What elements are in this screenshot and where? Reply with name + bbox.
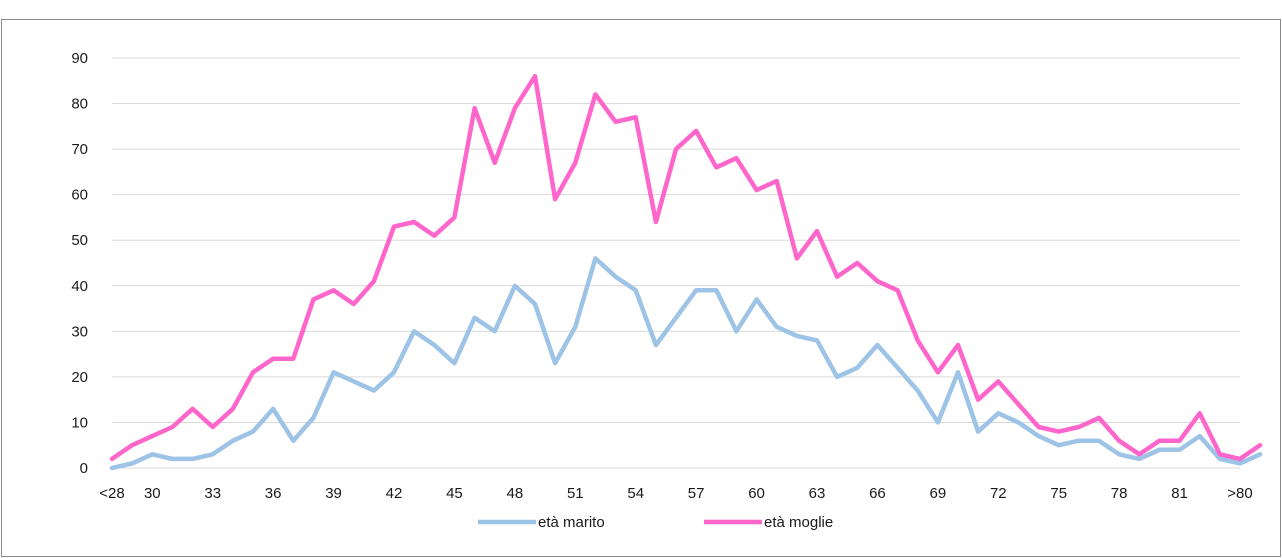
x-axis-labels: <28 30 33 36 39 42 45 48 51 54 57 60 63 66 69 72 75 78 81 >…	[99, 485, 1252, 502]
x-tick-label: 69	[930, 485, 947, 502]
x-tick-label: 42	[386, 485, 403, 502]
y-tick-label: 60	[71, 187, 88, 204]
y-tick-label: 80	[71, 96, 88, 113]
y-axis-labels: 0 10 20 30 40 50 60 70 80 90	[71, 50, 88, 477]
x-tick-label: 48	[507, 485, 524, 502]
legend-label: età moglie	[764, 514, 833, 531]
x-tick-label: 51	[567, 485, 584, 502]
y-tick-label: 0	[80, 460, 88, 477]
x-tick-label: >80	[1227, 485, 1252, 502]
y-tick-label: 20	[71, 369, 88, 386]
x-tick-label: 45	[446, 485, 463, 502]
x-tick-label: 66	[869, 485, 886, 502]
x-tick-label: 57	[688, 485, 705, 502]
x-tick-label: 60	[748, 485, 765, 502]
chart-border	[1, 19, 1281, 557]
legend-label: età marito	[538, 514, 605, 531]
x-tick-label: 75	[1050, 485, 1067, 502]
y-tick-label: 50	[71, 232, 88, 249]
gridlines	[112, 57, 1240, 469]
x-tick-label: 36	[265, 485, 282, 502]
x-tick-label: 81	[1171, 485, 1188, 502]
y-tick-label: 90	[71, 50, 88, 67]
x-tick-label: 54	[627, 485, 644, 502]
x-tick-label: 39	[325, 485, 342, 502]
legend: età marito età moglie	[478, 514, 833, 531]
series-line-marito	[109, 256, 1263, 471]
x-tick-label: 30	[144, 485, 161, 502]
series-line-moglie	[109, 73, 1263, 462]
series-layer	[109, 73, 1263, 471]
y-tick-label: 70	[71, 141, 88, 158]
x-tick-label: 33	[204, 485, 221, 502]
x-tick-label: <28	[99, 485, 124, 502]
y-tick-label: 10	[71, 414, 88, 431]
x-tick-label: 78	[1111, 485, 1128, 502]
x-tick-label: 63	[809, 485, 826, 502]
y-tick-label: 30	[71, 323, 88, 340]
y-tick-label: 40	[71, 278, 88, 295]
x-tick-label: 72	[990, 485, 1007, 502]
